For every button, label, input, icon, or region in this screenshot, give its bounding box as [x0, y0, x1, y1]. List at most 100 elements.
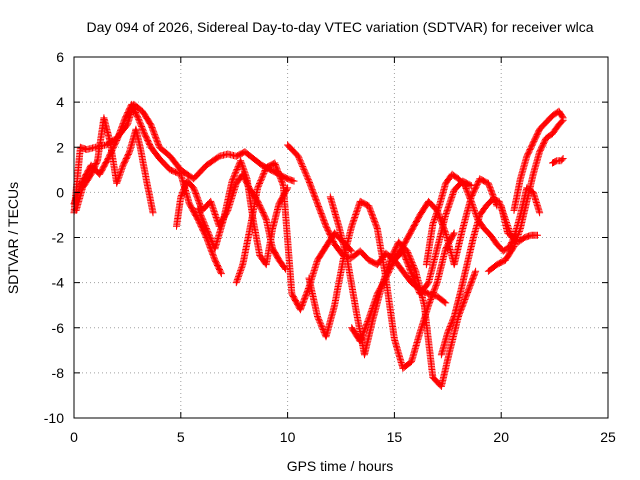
data-point — [113, 179, 121, 187]
data-point — [317, 320, 325, 328]
data-point — [510, 243, 518, 250]
data-point — [466, 195, 474, 202]
data-point — [196, 209, 204, 216]
data-point — [236, 270, 243, 278]
data-point — [200, 219, 208, 227]
data-point — [316, 318, 324, 326]
data-point — [442, 299, 450, 307]
series-sat-12 — [422, 170, 520, 269]
data-point — [294, 152, 302, 160]
data-point — [195, 206, 202, 214]
data-point — [260, 168, 268, 176]
data-point — [295, 154, 303, 162]
data-point — [348, 247, 356, 255]
data-point — [318, 324, 326, 332]
data-point — [254, 182, 262, 190]
data-point — [204, 229, 212, 237]
data-point — [559, 155, 567, 162]
y-axis-label: SDTVAR / TECUs — [5, 182, 21, 294]
data-point — [134, 114, 142, 122]
data-point — [204, 227, 212, 235]
data-point — [496, 200, 504, 208]
data-point — [284, 184, 292, 192]
data-point — [257, 175, 265, 183]
data-point — [471, 269, 479, 277]
data-point — [466, 181, 474, 189]
data-point — [296, 157, 304, 165]
data-point — [462, 183, 469, 191]
data-point — [259, 172, 267, 180]
data-point — [195, 207, 203, 215]
data-point — [461, 182, 469, 190]
data-point — [466, 193, 473, 201]
data-point — [467, 196, 475, 204]
data-point — [239, 163, 247, 171]
data-point — [318, 323, 326, 331]
chart-title: Day 094 of 2026, Sidereal Day-to-day VTE… — [86, 19, 593, 35]
series-sat-17 — [549, 155, 567, 167]
data-point — [299, 164, 307, 172]
data-point — [471, 208, 479, 216]
data-point — [196, 210, 204, 218]
data-point — [119, 120, 127, 128]
data-point — [228, 177, 236, 185]
data-point — [203, 226, 211, 234]
x-axis-label: GPS time / hours — [287, 458, 394, 474]
data-point — [512, 238, 520, 246]
data-point — [229, 174, 237, 182]
data-point — [256, 178, 264, 186]
data-point — [450, 230, 457, 238]
series-sat-16 — [497, 184, 544, 241]
data-point — [234, 274, 242, 282]
data-point — [302, 170, 310, 178]
y-tick-label: -6 — [52, 320, 65, 336]
data-point — [446, 324, 453, 332]
data-point — [114, 175, 122, 183]
y-tick-label: 6 — [56, 49, 64, 65]
data-point — [433, 208, 441, 216]
series-sat-13 — [437, 195, 541, 359]
data-point — [429, 220, 437, 228]
data-point — [409, 273, 417, 280]
data-point — [207, 236, 215, 244]
data-point — [231, 170, 239, 178]
y-tick-label: -8 — [52, 365, 65, 381]
data-point — [314, 314, 322, 322]
data-point — [298, 302, 306, 309]
y-tick-label: 0 — [56, 184, 64, 200]
data-point — [301, 168, 309, 176]
data-point — [232, 167, 240, 175]
data-point — [231, 171, 238, 179]
data-point — [217, 270, 225, 278]
data-point — [317, 321, 325, 329]
data-point — [201, 220, 209, 228]
data-point — [432, 283, 439, 291]
y-tick-label: 2 — [56, 139, 64, 155]
data-point — [202, 223, 210, 231]
data-point — [282, 265, 289, 273]
data-point — [206, 232, 213, 240]
data-point — [202, 225, 210, 232]
data-point — [444, 328, 452, 336]
data-point — [448, 318, 456, 326]
series-sat-15 — [510, 107, 567, 214]
data-point — [463, 187, 471, 195]
data-point — [363, 320, 371, 328]
data-point — [435, 203, 443, 211]
data-point — [558, 156, 566, 164]
data-point — [366, 205, 374, 213]
data-point — [297, 158, 305, 166]
data-point — [237, 158, 245, 166]
data-point — [308, 184, 316, 192]
data-point — [304, 174, 312, 182]
data-point — [412, 280, 420, 288]
data-point — [469, 203, 477, 211]
data-point — [201, 222, 209, 230]
data-point — [447, 321, 455, 329]
data-point — [257, 177, 265, 185]
data-point — [240, 167, 248, 175]
data-point — [180, 186, 188, 194]
data-point — [468, 199, 476, 207]
series-sat-11 — [390, 175, 501, 269]
data-point — [301, 167, 309, 175]
